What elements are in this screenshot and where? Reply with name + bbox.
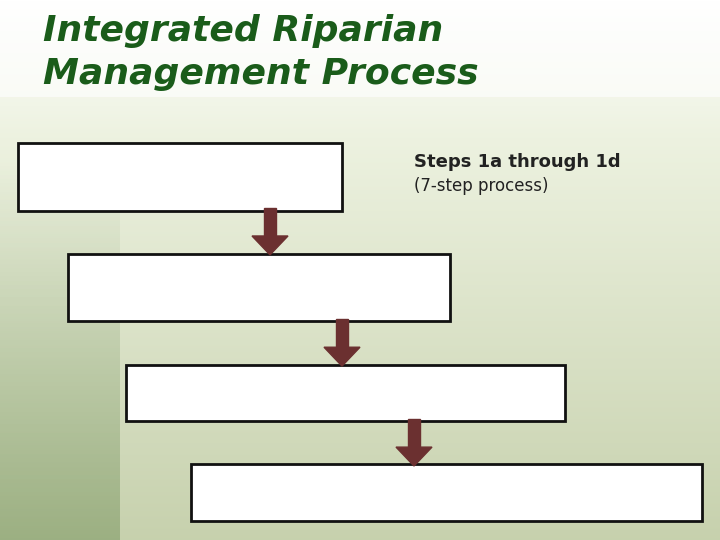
FancyBboxPatch shape bbox=[191, 464, 702, 521]
Text: (7-step process): (7-step process) bbox=[414, 177, 549, 195]
FancyBboxPatch shape bbox=[68, 254, 450, 321]
Polygon shape bbox=[264, 208, 276, 236]
Polygon shape bbox=[252, 236, 288, 255]
FancyBboxPatch shape bbox=[18, 143, 342, 211]
Text: 1d. Complete PFC Assessment: 1d. Complete PFC Assessment bbox=[310, 485, 583, 500]
Polygon shape bbox=[408, 418, 420, 447]
Text: Management Process: Management Process bbox=[43, 57, 479, 91]
Polygon shape bbox=[324, 347, 360, 366]
Text: Integrated Riparian: Integrated Riparian bbox=[43, 14, 444, 48]
Bar bbox=[0, 0, 720, 97]
Text: 1c. Determine Reach Potential: 1c. Determine Reach Potential bbox=[207, 386, 484, 400]
Text: Steps 1a through 1d: Steps 1a through 1d bbox=[414, 153, 621, 171]
Text: 1b. Review Existing Information &
    Delineate & Stratify Reaches: 1b. Review Existing Information & Deline… bbox=[104, 270, 414, 305]
Polygon shape bbox=[396, 447, 432, 466]
Text: 1a.  Identify Assessment Area &
      Assemble ID Team: 1a. Identify Assessment Area & Assemble … bbox=[35, 159, 325, 194]
FancyBboxPatch shape bbox=[126, 364, 565, 421]
Polygon shape bbox=[336, 319, 348, 347]
